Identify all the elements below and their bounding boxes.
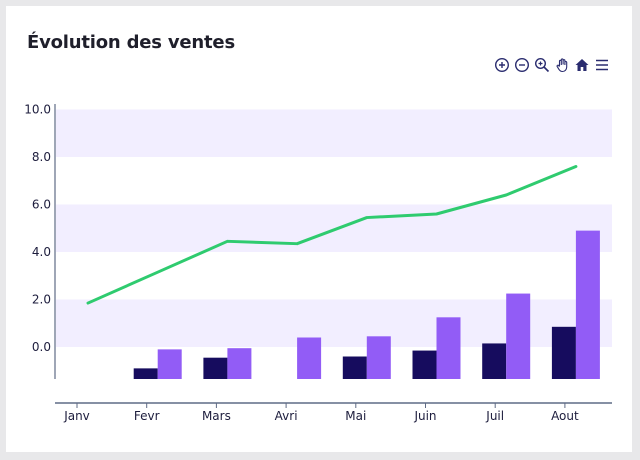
x-tick-label: Avri	[275, 409, 298, 423]
bar-dark-mai	[342, 356, 367, 379]
x-tick-label: Juil	[485, 409, 504, 423]
bar-dark-fevr	[133, 368, 158, 379]
zoom-in-icon[interactable]	[494, 57, 510, 73]
y-tick-label: 0.0	[32, 340, 51, 354]
home-icon[interactable]	[574, 57, 590, 73]
x-tick-label: Janv	[63, 409, 90, 423]
bar-light-fevr	[157, 349, 182, 379]
x-tick-label: Fevr	[134, 409, 160, 423]
chart-toolbar	[494, 57, 610, 73]
menu-icon[interactable]	[594, 57, 610, 73]
bar-series	[133, 230, 600, 379]
grid-band-0	[56, 109, 612, 157]
line-series	[86, 165, 578, 305]
x-axis-ticks: Janv Fevr Mars Avri Mai Juin Juil Aout	[63, 403, 579, 423]
y-tick-label: 6.0	[32, 198, 51, 212]
x-tick-label: Aout	[551, 409, 579, 423]
line-series-path	[86, 165, 578, 305]
bar-dark-aout	[551, 326, 576, 379]
bar-dark-juil	[482, 343, 507, 379]
axes	[54, 104, 612, 404]
bar-light-mai	[366, 336, 391, 379]
x-tick-label: Mai	[345, 409, 366, 423]
x-tick-label: Mars	[202, 409, 231, 423]
magnify-icon[interactable]	[534, 57, 550, 73]
pan-icon[interactable]	[554, 57, 570, 73]
bar-dark-juin	[412, 350, 437, 379]
bar-light-juin	[436, 317, 461, 379]
x-tick-label: Juin	[413, 409, 436, 423]
bar-light-avri	[297, 337, 322, 379]
y-tick-label: 8.0	[32, 150, 51, 164]
bar-light-mars	[227, 348, 252, 379]
chart-title: Évolution des ventes	[27, 32, 235, 53]
grid-band-1	[56, 204, 612, 252]
bar-dark-mars	[203, 357, 228, 379]
bar-light-juil	[506, 293, 531, 379]
y-axis-ticks: 0.0 2.0 4.0 6.0 8.0 10.0	[24, 103, 51, 355]
bar-light-aout	[575, 230, 600, 379]
y-tick-label: 2.0	[32, 293, 51, 307]
y-tick-label: 4.0	[32, 245, 51, 259]
y-tick-label: 10.0	[24, 103, 51, 117]
zoom-out-icon[interactable]	[514, 57, 530, 73]
